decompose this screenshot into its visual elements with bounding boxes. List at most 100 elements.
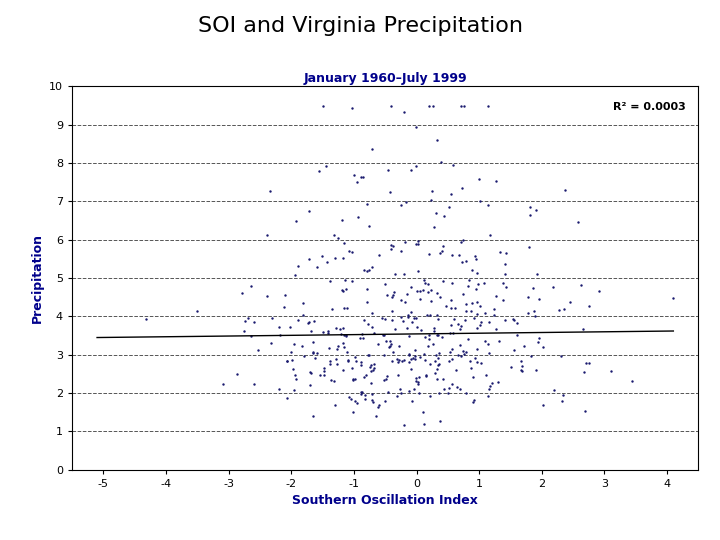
Point	[480, 370, 492, 379]
Point	[366, 361, 377, 369]
Point	[452, 320, 464, 328]
Point	[438, 385, 449, 394]
Point	[428, 222, 440, 231]
Point	[400, 238, 411, 246]
Point	[364, 350, 375, 359]
Point	[298, 352, 310, 361]
Point	[373, 401, 384, 410]
Point	[341, 285, 352, 293]
Point	[472, 269, 483, 278]
Point	[325, 360, 336, 368]
Point	[522, 293, 534, 301]
Point	[358, 172, 369, 181]
Point	[325, 376, 337, 384]
Point	[308, 317, 320, 326]
Point	[358, 334, 369, 342]
Point	[484, 231, 495, 240]
Point	[531, 206, 542, 214]
Point	[410, 376, 421, 385]
Point	[264, 186, 276, 195]
Point	[364, 222, 375, 231]
Point	[329, 254, 341, 262]
Point	[402, 310, 413, 319]
Point	[466, 266, 477, 274]
Point	[458, 350, 469, 359]
Point	[305, 327, 317, 335]
Point	[431, 365, 442, 374]
Point	[403, 358, 415, 367]
Point	[405, 365, 417, 374]
Point	[392, 371, 404, 380]
Point	[578, 368, 590, 376]
Point	[424, 360, 436, 369]
Point	[321, 258, 333, 266]
Point	[386, 293, 397, 301]
Point	[493, 337, 505, 346]
Point	[434, 248, 446, 257]
Point	[420, 333, 431, 341]
Point	[435, 158, 446, 166]
Point	[399, 269, 410, 278]
Point	[523, 308, 534, 317]
Point	[363, 265, 374, 274]
Point	[489, 305, 500, 314]
Point	[412, 322, 423, 331]
Point	[626, 377, 637, 386]
Point	[428, 324, 440, 333]
Point	[460, 389, 472, 397]
Point	[582, 359, 594, 367]
Point	[455, 238, 467, 246]
Point	[297, 298, 308, 307]
Point	[281, 394, 292, 403]
Point	[402, 332, 414, 340]
Point	[446, 320, 457, 329]
Point	[385, 340, 397, 348]
Point	[383, 342, 395, 351]
Point	[307, 349, 319, 357]
Point	[361, 200, 373, 208]
Point	[548, 386, 559, 395]
Point	[402, 323, 413, 332]
Point	[360, 370, 372, 379]
Point	[417, 285, 428, 294]
Point	[339, 275, 351, 284]
Point	[341, 304, 353, 313]
Point	[390, 325, 401, 334]
Point	[289, 339, 300, 348]
Point	[454, 341, 466, 349]
Point	[381, 291, 392, 300]
Point	[431, 331, 443, 340]
Point	[315, 370, 326, 379]
Point	[467, 299, 478, 307]
Point	[557, 391, 569, 400]
Point	[335, 325, 346, 333]
Point	[338, 330, 349, 339]
Point	[313, 167, 325, 176]
Point	[430, 208, 441, 217]
Point	[379, 280, 390, 288]
Point	[471, 309, 482, 318]
Point	[431, 310, 442, 319]
Point	[340, 330, 351, 339]
Point	[510, 330, 522, 339]
Point	[453, 250, 464, 259]
Point	[425, 311, 436, 320]
Point	[511, 319, 523, 327]
Point	[471, 298, 482, 306]
Point	[500, 282, 512, 291]
Point	[396, 356, 408, 365]
Point	[292, 262, 304, 271]
Point	[430, 351, 441, 360]
Point	[505, 363, 517, 372]
Point	[455, 321, 467, 330]
Point	[397, 316, 409, 325]
Point	[438, 212, 450, 220]
Point	[432, 315, 444, 323]
Point	[460, 307, 472, 315]
Point	[369, 360, 380, 368]
Point	[418, 420, 430, 429]
Point	[433, 361, 444, 369]
Point	[479, 309, 490, 318]
Point	[384, 337, 396, 346]
Point	[303, 255, 315, 264]
